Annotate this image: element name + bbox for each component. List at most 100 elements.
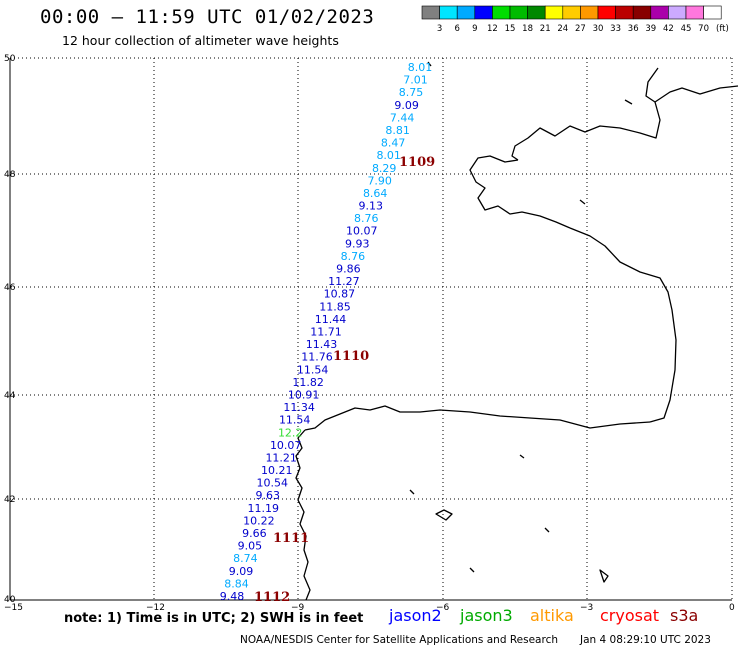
wave-height-label: 9.13 — [359, 200, 384, 213]
graticule — [10, 57, 733, 600]
legend-label: 9 — [472, 24, 477, 34]
wave-height-track: 8.017.018.759.097.448.818.478.018.297.90… — [220, 61, 433, 603]
legend-label: 36 — [628, 24, 639, 34]
lon-label: −12 — [146, 603, 165, 613]
legend-label: 24 — [557, 24, 568, 34]
legend-swatch — [703, 5, 722, 20]
legend-label: 45 — [681, 24, 692, 34]
legend-swatch — [685, 5, 704, 20]
lat-label: 42 — [4, 495, 15, 505]
legend-label: 33 — [610, 24, 621, 34]
orbit-label: 1112 — [254, 590, 290, 605]
lon-label: 0 — [729, 603, 735, 613]
map-title: 00:00 – 11:59 UTC 01/02/2023 — [40, 6, 375, 28]
wave-height-label: 10.87 — [324, 288, 356, 301]
legend-swatch — [597, 5, 616, 20]
legend-swatch — [615, 5, 634, 20]
legend-label: 15 — [505, 24, 516, 34]
wave-height-label: 11.19 — [248, 502, 280, 515]
wave-height-label: 8.76 — [354, 212, 379, 225]
lat-label: 44 — [4, 391, 16, 401]
wave-height-label: 11.54 — [297, 363, 329, 376]
wave-height-label: 11.44 — [315, 313, 347, 326]
lon-label: −3 — [580, 603, 593, 613]
legend-swatch — [650, 5, 669, 20]
wave-height-label: 7.01 — [403, 74, 428, 87]
credit-line: NOAA/NESDIS Center for Satellite Applica… — [240, 634, 558, 646]
lon-label: −9 — [291, 603, 305, 613]
wave-height-label: 10.54 — [257, 477, 289, 490]
legend-swatch — [527, 5, 546, 20]
wave-height-label: 11.76 — [301, 351, 333, 364]
lat-label: 48 — [4, 170, 16, 180]
wave-height-label: 8.81 — [385, 124, 410, 137]
lon-label: −15 — [4, 603, 23, 613]
legend-swatch — [509, 5, 528, 20]
lat-label: 50 — [4, 54, 16, 64]
wave-height-label: 8.64 — [363, 187, 388, 200]
legend-label: 21 — [540, 24, 551, 34]
wave-height-label: 9.09 — [229, 565, 254, 578]
wave-height-label: 9.86 — [336, 263, 361, 276]
wave-height-label: 12.2 — [278, 426, 303, 439]
wave-height-label: 9.05 — [238, 540, 263, 553]
wave-height-label: 11.54 — [279, 414, 311, 427]
lon-label: −6 — [436, 603, 450, 613]
wave-height-label: 8.01 — [408, 61, 433, 74]
legend-swatch — [632, 5, 652, 20]
wave-height-label: 9.93 — [345, 237, 370, 250]
satellite-jason3: jason3 — [460, 606, 513, 625]
map-subtitle: 12 hour collection of altimeter wave hei… — [62, 33, 339, 48]
legend-label: 18 — [522, 24, 533, 34]
legend-swatch — [439, 5, 458, 20]
wave-height-label: 8.01 — [376, 149, 401, 162]
generation-date: Jan 4 08:29:10 UTC 2023 — [580, 634, 711, 646]
satellite-altika: altika — [530, 606, 574, 625]
footer-note: note: 1) Time is in UTC; 2) SWH is in fe… — [64, 611, 364, 626]
legend-swatch — [562, 5, 581, 20]
lat-label: 40 — [4, 595, 16, 605]
orbit-label: 1109 — [399, 155, 435, 170]
wave-height-label: 10.22 — [243, 514, 275, 527]
satellite-jason2: jason2 — [389, 606, 442, 625]
coastline — [295, 61, 739, 601]
wave-height-label: 8.29 — [372, 162, 397, 175]
wave-height-label: 9.48 — [220, 590, 245, 603]
wave-height-label: 11.27 — [328, 275, 360, 288]
legend-label: 12 — [487, 24, 498, 34]
wave-height-label: 7.44 — [390, 111, 415, 124]
wave-height-label: 9.63 — [256, 489, 281, 502]
color-scale-legend: 3 6 9 12 15 18 21 24 27 30 33 36 39 42 45 70 (ft) — [421, 5, 729, 34]
wave-height-label: 9.66 — [242, 527, 267, 540]
longitude-labels: −15 −12 −9 −6 −3 0 — [4, 603, 735, 613]
legend-label: 39 — [645, 24, 656, 34]
legend-unit: (ft) — [716, 24, 729, 34]
legend-label: 27 — [575, 24, 586, 34]
legend-swatch — [492, 5, 511, 20]
wave-height-label: 10.07 — [346, 225, 378, 238]
orbit-label: 1111 — [273, 531, 309, 546]
wave-height-label: 11.85 — [319, 300, 351, 313]
legend-label: 42 — [663, 24, 674, 34]
latitude-labels: 50 48 46 44 42 40 — [4, 54, 16, 605]
wave-height-label: 10.91 — [288, 389, 320, 402]
legend-swatch — [474, 5, 493, 20]
legend-swatch — [668, 5, 687, 20]
legend-label: 70 — [698, 24, 709, 34]
map-frame — [9, 58, 732, 601]
wave-height-label: 8.75 — [399, 86, 424, 99]
legend-label: 30 — [593, 24, 604, 34]
satellite-cryosat: cryosat — [600, 606, 660, 625]
wave-height-label: 11.21 — [265, 452, 297, 465]
orbit-labels: 1109 1110 1111 1112 — [254, 155, 435, 605]
legend-label: 6 — [454, 24, 459, 34]
legend-swatch — [580, 5, 599, 20]
wave-height-label: 8.84 — [224, 577, 249, 590]
orbit-label: 1110 — [333, 349, 369, 364]
wave-height-label: 11.43 — [306, 338, 338, 351]
wave-height-label: 8.74 — [233, 552, 258, 565]
wave-height-label: 8.76 — [341, 250, 366, 263]
wave-height-label: 8.47 — [381, 137, 406, 150]
wave-height-label: 10.07 — [270, 439, 302, 452]
